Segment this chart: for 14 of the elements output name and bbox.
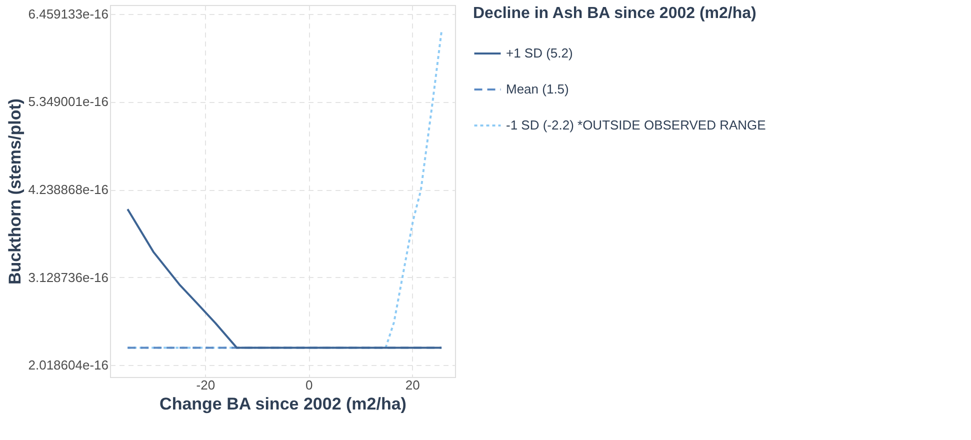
legend-label: -1 SD (-2.2) *OUTSIDE OBSERVED RANGE (506, 118, 766, 132)
y-tick-label: 2.018604e-16 (28, 358, 108, 373)
legend-label: +1 SD (5.2) (506, 46, 573, 60)
y-tick-label: 4.238868e-16 (28, 182, 108, 198)
y-tick-label: 3.128736e-16 (28, 270, 108, 285)
x-tick-label: 0 (306, 378, 313, 392)
x-tick-label: 20 (405, 378, 420, 392)
legend-label: Mean (1.5) (506, 82, 569, 96)
legend-title: Decline in Ash BA since 2002 (m2/ha) (473, 5, 756, 22)
x-axis-title: Change BA since 2002 (m2/ha) (160, 394, 406, 414)
y-tick-label: 5.349001e-16 (28, 94, 108, 110)
x-tick-label: -20 (196, 378, 216, 392)
y-axis-title: Buckthorn (stems/plot) (5, 98, 24, 285)
y-tick-label: 6.459133e-16 (28, 6, 108, 22)
